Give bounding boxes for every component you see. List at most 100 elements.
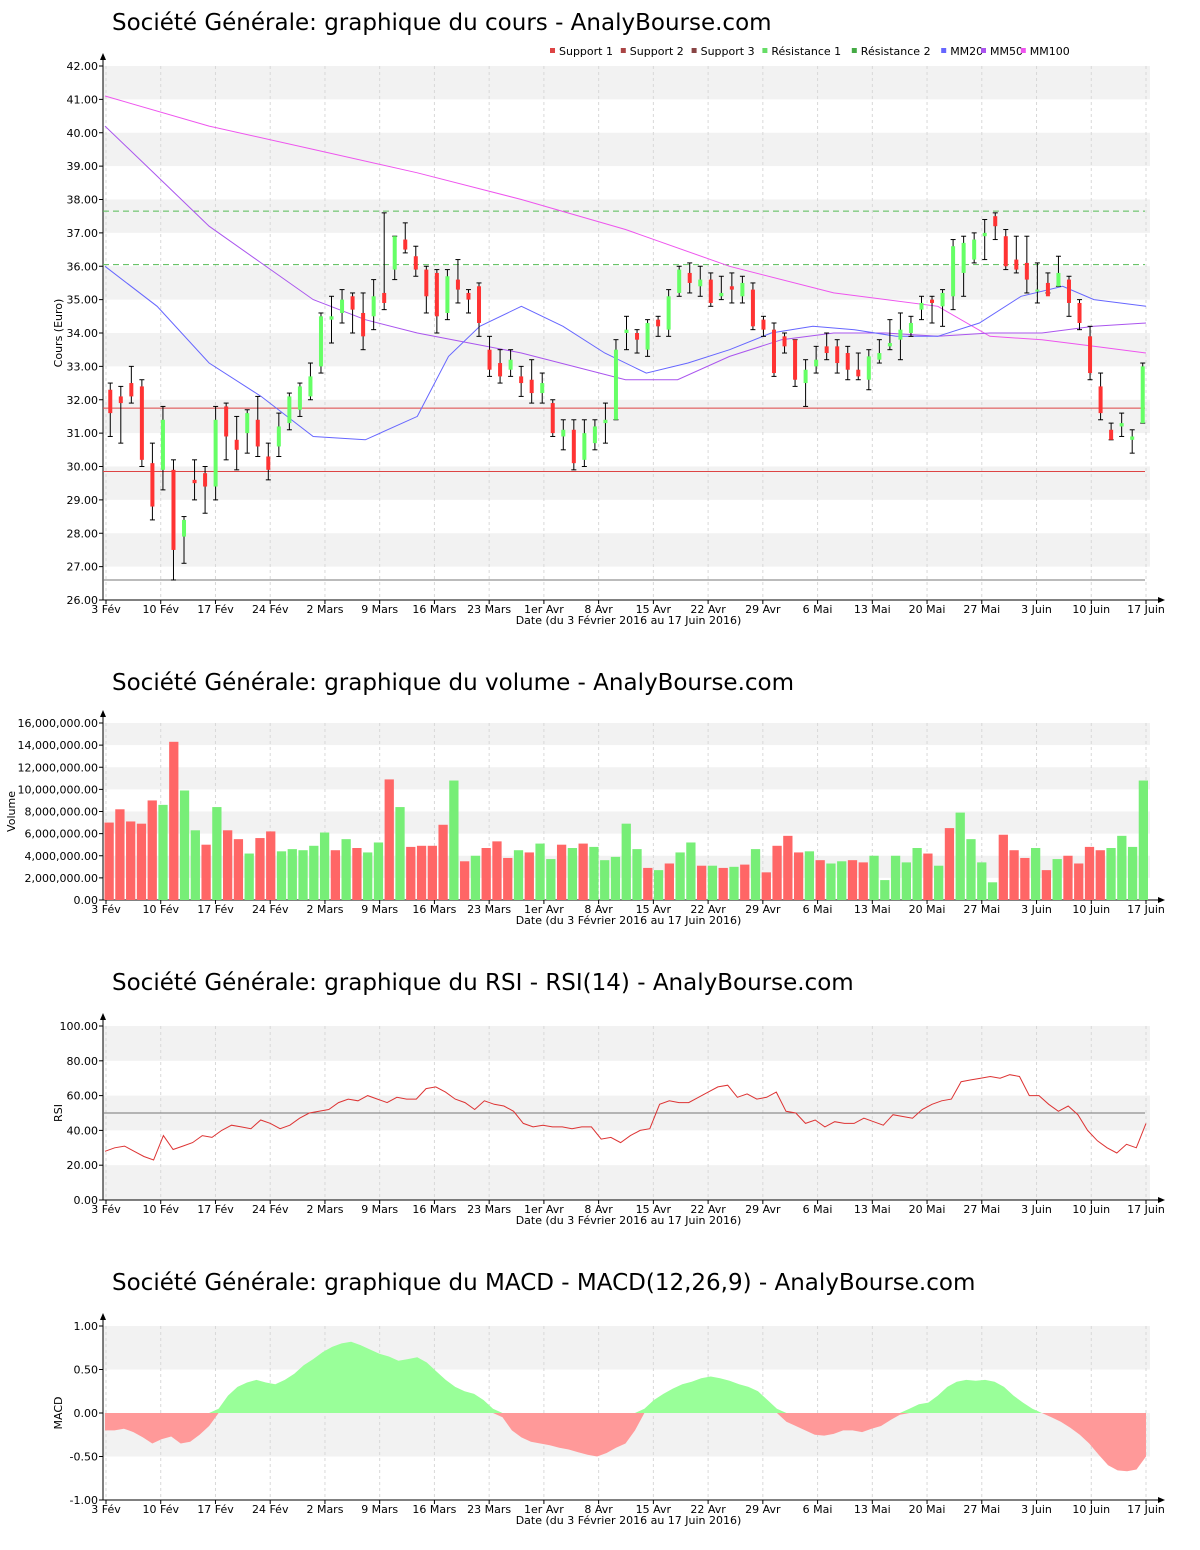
volume-bar — [697, 865, 707, 900]
volume-bar — [460, 861, 470, 900]
x-axis-title: Date (du 3 Février 2016 au 17 Juin 2016) — [516, 614, 742, 627]
x-tick-label: 8 Avr — [584, 603, 613, 616]
volume-bar — [309, 845, 319, 900]
x-tick-label: 17 Fév — [197, 1203, 234, 1216]
candle-body — [318, 316, 323, 367]
x-tick-label: 3 Fév — [91, 603, 121, 616]
volume-bar — [880, 880, 890, 900]
candle-body — [340, 299, 345, 313]
x-tick-label: 23 Mars — [467, 1503, 511, 1516]
x-tick-label: 16 Mars — [412, 603, 456, 616]
volume-bar — [136, 823, 147, 900]
volume-bar — [934, 865, 944, 900]
x-tick-label: 24 Fév — [252, 603, 289, 616]
legend-swatch — [620, 48, 626, 53]
y-tick-label: 16,000,000.00 — [18, 717, 98, 730]
x-tick-label: 1er Avr — [524, 603, 564, 616]
candle-body — [656, 319, 661, 327]
candle-body — [139, 386, 144, 460]
candle-body — [329, 316, 334, 320]
candle-body — [382, 292, 387, 303]
x-tick-label: 6 Mai — [803, 603, 833, 616]
volume-bar — [233, 839, 244, 900]
y-axis-arrow — [100, 710, 106, 717]
volume-bar — [987, 882, 998, 900]
y-tick-label: 8,000,000.00 — [25, 806, 98, 819]
x-tick-label: 15 Avr — [636, 1503, 672, 1516]
candle-body — [171, 469, 176, 550]
y-tick-label: 0.00 — [74, 1407, 99, 1420]
candle-body — [1045, 282, 1050, 297]
candle-body — [160, 419, 165, 470]
candle-body — [571, 429, 576, 464]
y-tick-label: 0.00 — [74, 894, 99, 907]
volume-bar — [707, 865, 718, 900]
x-tick-label: 9 Mars — [361, 903, 398, 916]
volume-bar — [977, 862, 987, 900]
volume-bar — [686, 842, 696, 900]
volume-bar — [556, 844, 567, 900]
x-tick-label: 27 Mai — [963, 1503, 1000, 1516]
x-tick-label: 23 Mars — [467, 1203, 511, 1216]
x-tick-label: 13 Mai — [854, 903, 891, 916]
candle-body — [698, 279, 703, 287]
candle-body — [424, 269, 429, 297]
volume-bar — [179, 790, 190, 900]
y-tick-label: 32.00 — [67, 394, 99, 407]
x-tick-label: 8 Avr — [584, 903, 613, 916]
x-tick-label: 16 Mars — [412, 1203, 456, 1216]
y-axis-arrow — [100, 1013, 106, 1020]
candle-body — [750, 289, 755, 327]
volume-bar — [492, 841, 502, 900]
y-tick-label: 10,000,000.00 — [18, 783, 98, 796]
candle-body — [1130, 436, 1135, 440]
y-tick-label: 37.00 — [67, 227, 99, 240]
x-tick-label: 15 Avr — [636, 903, 672, 916]
volume-bar — [416, 845, 427, 900]
volume-bar — [330, 850, 341, 900]
candle-body — [666, 296, 671, 330]
volume-bar — [190, 830, 200, 900]
candle-body — [129, 383, 134, 397]
grid-band — [103, 767, 1150, 790]
volume-bar — [535, 843, 545, 900]
legend-item: Support 1 — [559, 45, 613, 58]
candle-body — [234, 439, 239, 450]
candle-body — [1088, 336, 1093, 374]
grid-band — [103, 66, 1150, 100]
candle-body — [1014, 259, 1019, 270]
mm20-line — [104, 265, 1147, 441]
volume-bar — [621, 823, 631, 900]
candle-body — [297, 386, 302, 410]
y-tick-label: 6,000,000.00 — [25, 828, 98, 841]
legend-item: Résistance 1 — [771, 45, 841, 58]
y-tick-label: 30.00 — [67, 461, 99, 474]
mm50-line — [104, 125, 1147, 381]
candle-body — [508, 359, 513, 370]
candle-body — [276, 426, 281, 447]
candle-body — [930, 299, 935, 303]
candle-body — [255, 419, 260, 447]
y-tick-label: 0.00 — [74, 1194, 99, 1207]
legend-item: Résistance 2 — [861, 45, 931, 58]
grid-band — [103, 266, 1150, 300]
legend-swatch — [851, 48, 857, 53]
x-tick-label: 17 Fév — [197, 603, 234, 616]
x-tick-label: 17 Juin — [1127, 603, 1165, 616]
y-tick-label: 34.00 — [67, 327, 99, 340]
candle-body — [624, 329, 629, 333]
x-tick-label: 17 Fév — [197, 903, 234, 916]
volume-bar — [352, 848, 362, 900]
volume-bar — [567, 848, 578, 900]
x-tick-label: 20 Mai — [909, 603, 946, 616]
x-tick-label: 20 Mai — [909, 1503, 946, 1516]
candle-body — [982, 232, 987, 237]
candle-body — [592, 426, 597, 444]
volume-bar — [169, 741, 179, 900]
y-tick-label: 100.00 — [60, 1020, 99, 1033]
candle-body — [740, 282, 745, 297]
volume-chart: 3 Fév 10 Fév 17 Fév 24 Fév 2 Mars 9 Mars 16 Ma… — [5, 710, 1165, 927]
volume-bar — [1041, 870, 1052, 900]
candle-body — [213, 419, 218, 487]
x-axis-arrow — [1158, 597, 1165, 603]
